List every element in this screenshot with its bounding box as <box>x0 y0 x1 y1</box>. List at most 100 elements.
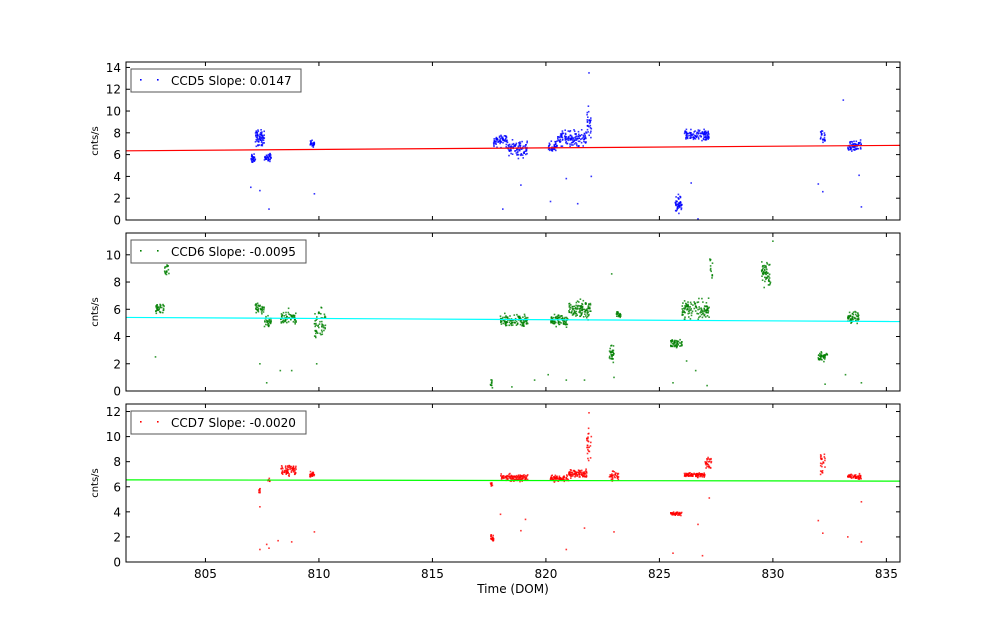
data-point <box>497 138 499 141</box>
data-point <box>521 475 523 477</box>
data-point <box>511 477 514 480</box>
data-point <box>671 339 674 341</box>
data-point <box>553 148 555 150</box>
data-point <box>764 273 767 275</box>
data-point <box>262 142 264 144</box>
data-point <box>261 143 264 145</box>
data-point <box>507 319 509 321</box>
data-point <box>610 273 613 275</box>
data-point <box>570 475 573 478</box>
data-point <box>860 501 863 503</box>
data-point <box>561 136 564 139</box>
data-point <box>703 132 705 135</box>
data-point <box>517 145 520 148</box>
data-point <box>567 139 569 142</box>
data-point <box>293 314 296 317</box>
data-point <box>264 156 267 158</box>
data-point <box>259 189 261 192</box>
data-point <box>818 358 820 361</box>
data-point <box>855 315 858 317</box>
data-point <box>260 133 263 135</box>
data-point <box>268 318 270 321</box>
data-point <box>707 463 710 466</box>
data-point <box>686 472 688 475</box>
data-point <box>711 262 714 264</box>
data-point <box>493 142 495 144</box>
data-point <box>266 324 269 326</box>
data-point <box>844 373 847 376</box>
legend-marker <box>157 250 159 252</box>
data-point <box>706 311 709 314</box>
data-point <box>695 475 697 478</box>
data-point <box>506 478 509 481</box>
data-point <box>583 135 585 138</box>
data-point <box>282 467 284 470</box>
data-point <box>318 312 321 314</box>
data-point <box>506 316 508 319</box>
data-point <box>155 312 158 315</box>
data-point <box>684 318 686 320</box>
x-tick-label: 835 <box>875 567 898 581</box>
data-point <box>574 476 576 478</box>
data-point <box>690 475 692 477</box>
data-point <box>568 472 571 475</box>
data-point <box>321 320 323 323</box>
data-point <box>847 315 850 317</box>
data-point <box>860 382 863 384</box>
data-point <box>581 305 584 308</box>
data-point <box>505 143 508 146</box>
data-point <box>571 471 574 474</box>
data-point <box>850 322 852 324</box>
data-point <box>257 138 260 141</box>
data-point <box>311 142 314 145</box>
data-point <box>768 284 771 286</box>
data-point <box>587 110 590 113</box>
data-point <box>854 143 857 145</box>
data-point <box>578 311 580 313</box>
data-point <box>293 316 296 318</box>
data-point <box>557 480 559 482</box>
data-point <box>309 476 312 478</box>
data-point <box>585 315 587 317</box>
data-point <box>583 311 586 313</box>
data-point <box>503 319 505 321</box>
data-point <box>261 131 263 133</box>
data-point <box>167 265 169 267</box>
data-point <box>324 324 327 327</box>
data-point <box>616 472 619 475</box>
data-point <box>265 158 267 160</box>
data-point <box>703 314 706 316</box>
data-point <box>700 313 703 316</box>
data-point <box>705 131 708 134</box>
data-point <box>849 473 851 476</box>
data-point <box>491 379 493 381</box>
data-point <box>825 353 827 356</box>
data-point <box>260 129 262 131</box>
data-point <box>522 316 524 318</box>
data-point <box>313 143 316 145</box>
data-point <box>690 309 692 311</box>
data-point <box>284 320 286 322</box>
data-point <box>553 313 556 316</box>
data-point <box>617 312 620 314</box>
data-point <box>155 310 157 313</box>
data-point <box>822 461 824 463</box>
data-point <box>851 146 853 148</box>
data-point <box>314 325 316 328</box>
data-point <box>509 149 511 151</box>
data-point <box>526 474 529 476</box>
data-point <box>574 470 576 473</box>
data-point <box>513 145 516 147</box>
data-point <box>687 305 690 307</box>
data-point <box>261 309 263 312</box>
data-point <box>824 356 826 359</box>
data-point <box>706 137 709 139</box>
data-point <box>860 143 862 146</box>
data-point <box>492 537 494 540</box>
data-point <box>854 313 857 316</box>
data-point <box>577 304 579 307</box>
data-point <box>576 300 579 302</box>
data-point <box>824 134 826 136</box>
data-point <box>703 309 706 311</box>
data-point <box>294 318 296 320</box>
